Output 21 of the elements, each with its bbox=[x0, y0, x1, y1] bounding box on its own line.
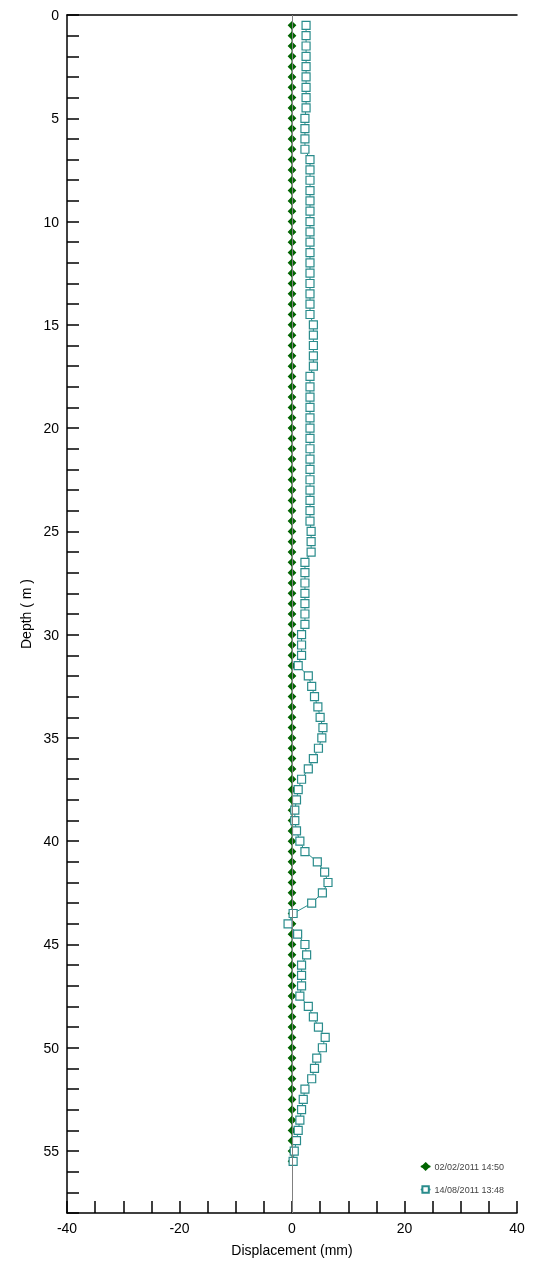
y-axis-title: Depth ( m ) bbox=[17, 578, 34, 650]
x-tick-label: 0 bbox=[288, 1220, 297, 1236]
x-tick-label: 20 bbox=[396, 1220, 413, 1236]
y-tick-label: 55 bbox=[43, 1143, 60, 1160]
y-tick-label: 20 bbox=[43, 420, 60, 437]
legend-label: 02/02/2011 14:50 bbox=[434, 1161, 505, 1172]
x-tick-label: 40 bbox=[509, 1220, 525, 1236]
x-tick-label: -20 bbox=[169, 1220, 190, 1236]
y-tick-label: 35 bbox=[43, 729, 60, 746]
y-tick-label: 10 bbox=[43, 213, 60, 230]
y-tick-label: 50 bbox=[43, 1039, 60, 1056]
y-tick-label: 25 bbox=[43, 523, 60, 540]
x-tick-label: -40 bbox=[56, 1220, 78, 1236]
x-axis-title: Displacement (mm) bbox=[231, 1242, 353, 1258]
y-tick-label: 5 bbox=[51, 110, 60, 127]
legend-label: 14/08/2011 13:48 bbox=[434, 1184, 505, 1195]
y-tick-label: 15 bbox=[43, 316, 60, 333]
y-tick-label: 40 bbox=[43, 833, 60, 850]
y-tick-label: 45 bbox=[43, 936, 60, 953]
y-tick-label: 30 bbox=[43, 626, 60, 643]
y-tick-label: 0 bbox=[51, 7, 60, 23]
